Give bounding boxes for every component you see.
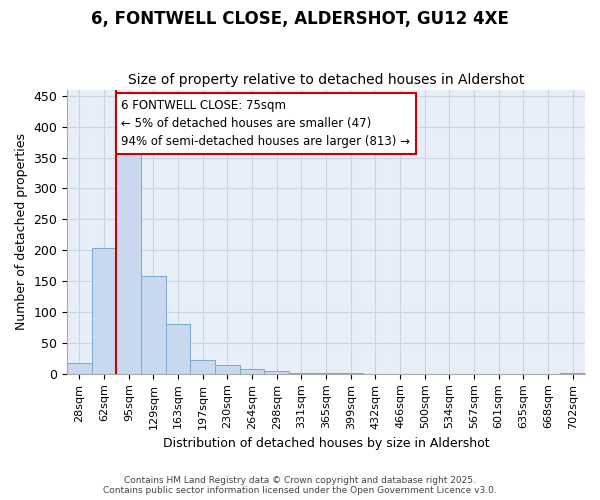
Bar — [265, 372, 289, 374]
Y-axis label: Number of detached properties: Number of detached properties — [15, 133, 28, 330]
Bar — [289, 372, 314, 374]
Bar — [240, 369, 265, 374]
Bar — [166, 324, 190, 374]
Bar — [560, 372, 585, 374]
Bar — [141, 276, 166, 374]
Bar — [67, 362, 92, 374]
Bar — [338, 373, 363, 374]
Title: Size of property relative to detached houses in Aldershot: Size of property relative to detached ho… — [128, 73, 524, 87]
Bar — [92, 248, 116, 374]
Bar — [116, 144, 141, 374]
Text: Contains HM Land Registry data © Crown copyright and database right 2025.
Contai: Contains HM Land Registry data © Crown c… — [103, 476, 497, 495]
Bar — [314, 373, 338, 374]
Text: 6 FONTWELL CLOSE: 75sqm
← 5% of detached houses are smaller (47)
94% of semi-det: 6 FONTWELL CLOSE: 75sqm ← 5% of detached… — [121, 99, 410, 148]
X-axis label: Distribution of detached houses by size in Aldershot: Distribution of detached houses by size … — [163, 437, 490, 450]
Bar — [215, 364, 240, 374]
Bar — [190, 360, 215, 374]
Text: 6, FONTWELL CLOSE, ALDERSHOT, GU12 4XE: 6, FONTWELL CLOSE, ALDERSHOT, GU12 4XE — [91, 10, 509, 28]
